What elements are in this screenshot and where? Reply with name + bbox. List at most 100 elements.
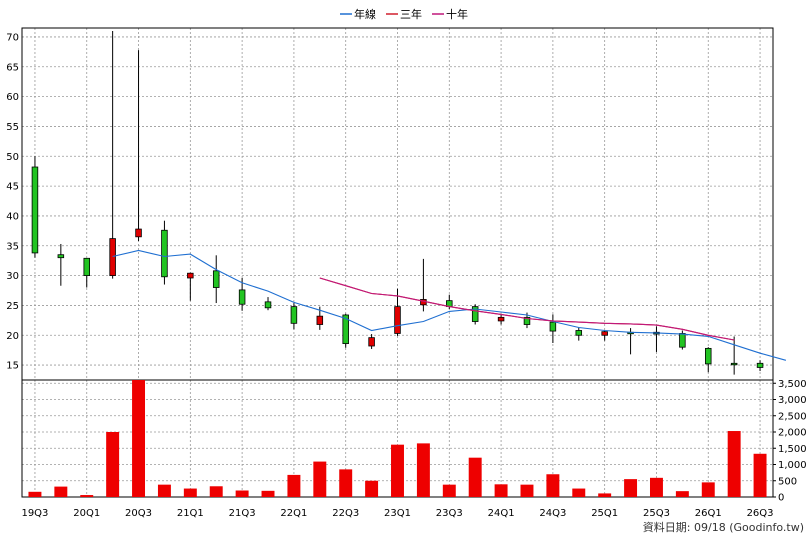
volume-bar <box>468 457 482 497</box>
candle-body <box>290 306 298 324</box>
ten-year-ma-line <box>319 277 735 341</box>
candle-body <box>187 272 194 279</box>
price-y-tick-label: 25 <box>6 301 19 312</box>
volume-bar <box>54 486 68 497</box>
volume-bar <box>235 490 249 497</box>
x-tick-label: 21Q3 <box>229 508 256 519</box>
volume-bar <box>727 431 741 497</box>
candlesticks <box>31 30 764 375</box>
volume-y-tick-label: 0 <box>778 493 784 504</box>
candle-body <box>57 254 65 259</box>
legend-label-annual: 年線 <box>354 7 376 21</box>
candle-body <box>523 316 531 325</box>
x-tick-label: 20Q3 <box>125 508 152 519</box>
x-tick-label: 25Q1 <box>591 508 618 519</box>
price-y-axis: 15 20 25 30 35 40 45 50 55 60 65 70 <box>6 32 19 371</box>
volume-bar <box>675 491 689 497</box>
price-y-tick-label: 55 <box>6 122 19 133</box>
volume-bar <box>339 469 353 497</box>
candle-body <box>394 306 401 334</box>
volume-bar <box>442 484 456 497</box>
candle-body <box>679 333 686 348</box>
volume-y-tick-label: 3,500 <box>778 379 807 390</box>
x-tick-label: 24Q1 <box>488 508 515 519</box>
volume-bar <box>28 491 42 497</box>
volume-bar <box>416 443 430 497</box>
price-y-tick-label: 30 <box>6 271 19 282</box>
candle-body <box>316 315 324 325</box>
volume-y-tick-label: 500 <box>778 476 797 487</box>
x-tick-label: 22Q3 <box>332 508 359 519</box>
candle-body <box>342 314 349 345</box>
volume-y-tick-label: 2,000 <box>778 428 807 439</box>
candle-body <box>135 228 142 238</box>
volume-bar <box>209 486 223 497</box>
volume-bar <box>391 444 404 497</box>
candle-body <box>549 321 557 332</box>
data-source-note: 資料日期: 09/18 (Goodinfo.tw) <box>643 520 804 534</box>
volume-bars <box>28 380 767 497</box>
volume-bar <box>183 488 197 497</box>
candle-body <box>756 362 764 368</box>
price-y-tick-label: 40 <box>6 211 19 222</box>
candle-body <box>471 306 479 322</box>
volume-bar <box>132 380 146 497</box>
volume-y-axis: 0 500 1,000 1,500 2,000 2,500 3,000 3,500 <box>773 379 807 504</box>
candle-body <box>212 270 220 288</box>
candle-body <box>497 316 505 322</box>
volume-bar <box>572 488 586 497</box>
x-tick-label: 22Q1 <box>280 508 307 519</box>
x-tick-label: 26Q3 <box>747 508 774 519</box>
price-y-tick-label: 20 <box>6 331 19 342</box>
volume-bar <box>365 480 379 497</box>
price-y-tick-label: 60 <box>6 92 19 103</box>
price-y-tick-label: 70 <box>6 32 19 43</box>
x-tick-label: 23Q1 <box>384 508 411 519</box>
price-y-tick-label: 50 <box>6 152 19 163</box>
volume-bar <box>287 474 301 497</box>
volume-bar <box>313 461 327 497</box>
price-y-tick-label: 35 <box>6 241 19 252</box>
price-y-tick-label: 65 <box>6 62 19 73</box>
chart-legend: 年線 三年 十年 <box>340 7 468 21</box>
volume-y-tick-label: 1,500 <box>778 444 807 455</box>
x-tick-label: 25Q3 <box>643 508 670 519</box>
volume-bar <box>753 453 767 497</box>
candle-body <box>31 166 39 254</box>
x-tick-label: 19Q3 <box>21 508 48 519</box>
candle-body <box>730 362 738 366</box>
volume-bar <box>261 490 275 497</box>
volume-bar <box>598 493 612 497</box>
volume-bar <box>649 477 663 497</box>
volume-bar <box>520 484 534 497</box>
candle-body <box>238 289 246 305</box>
volume-bar <box>546 474 560 497</box>
volume-y-tick-label: 1,000 <box>778 460 807 471</box>
annual-ma-line <box>112 249 787 361</box>
candle-body <box>705 347 712 365</box>
volume-bar <box>494 484 508 497</box>
volume-y-tick-label: 3,000 <box>778 395 807 406</box>
volume-bar <box>624 479 638 497</box>
x-tick-label: 24Q3 <box>539 508 566 519</box>
x-tick-label: 26Q1 <box>695 508 722 519</box>
candle-body <box>83 257 90 276</box>
candle-body <box>264 301 272 309</box>
x-tick-label: 21Q1 <box>177 508 204 519</box>
price-y-tick-label: 15 <box>6 361 19 372</box>
candle-body <box>161 229 168 278</box>
legend-label-ten-year: 十年 <box>446 7 468 21</box>
x-tick-label: 23Q3 <box>436 508 463 519</box>
volume-bar <box>80 495 94 497</box>
price-y-tick-label: 45 <box>6 182 19 193</box>
candle-body <box>109 238 116 276</box>
candle-body <box>601 331 608 336</box>
volume-y-tick-label: 2,500 <box>778 411 807 422</box>
x-axis: 19Q3 20Q1 20Q3 21Q1 21Q3 22Q1 22Q3 23Q1 23Q3 24Q1… <box>21 508 773 519</box>
x-tick-label: 20Q1 <box>73 508 100 519</box>
volume-bar <box>106 432 120 497</box>
volume-bar <box>701 482 715 497</box>
candle-body <box>368 337 375 347</box>
